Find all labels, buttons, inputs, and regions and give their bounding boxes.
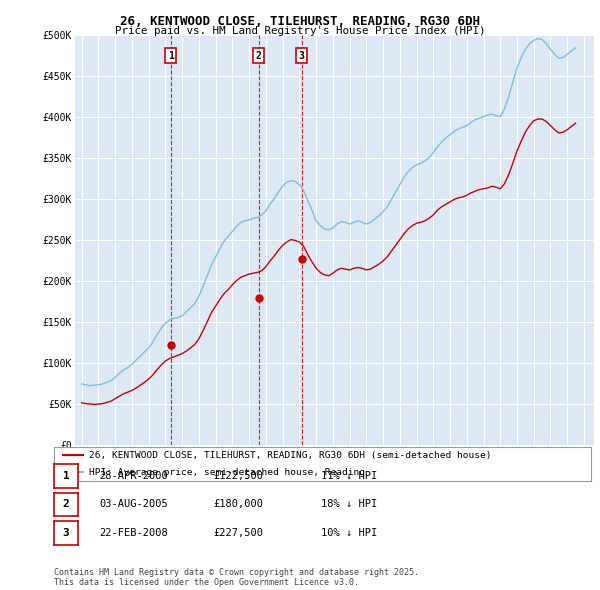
Text: Price paid vs. HM Land Registry's House Price Index (HPI): Price paid vs. HM Land Registry's House …	[115, 26, 485, 36]
Text: 3: 3	[299, 51, 305, 61]
Text: HPI: Average price, semi-detached house, Reading: HPI: Average price, semi-detached house,…	[89, 468, 365, 477]
Text: 11% ↓ HPI: 11% ↓ HPI	[321, 471, 377, 481]
Text: 1: 1	[168, 51, 174, 61]
Text: 1: 1	[62, 471, 70, 481]
Text: 26, KENTWOOD CLOSE, TILEHURST, READING, RG30 6DH: 26, KENTWOOD CLOSE, TILEHURST, READING, …	[120, 15, 480, 28]
Text: 18% ↓ HPI: 18% ↓ HPI	[321, 500, 377, 509]
Text: 2: 2	[256, 51, 262, 61]
Text: 22-FEB-2008: 22-FEB-2008	[99, 528, 168, 537]
Text: £122,500: £122,500	[213, 471, 263, 481]
Text: 26, KENTWOOD CLOSE, TILEHURST, READING, RG30 6DH (semi-detached house): 26, KENTWOOD CLOSE, TILEHURST, READING, …	[89, 451, 491, 460]
Text: 03-AUG-2005: 03-AUG-2005	[99, 500, 168, 509]
Text: 28-APR-2000: 28-APR-2000	[99, 471, 168, 481]
Text: 2: 2	[62, 500, 70, 509]
Text: Contains HM Land Registry data © Crown copyright and database right 2025.
This d: Contains HM Land Registry data © Crown c…	[54, 568, 419, 587]
Text: 10% ↓ HPI: 10% ↓ HPI	[321, 528, 377, 537]
Text: 3: 3	[62, 528, 70, 537]
Text: £180,000: £180,000	[213, 500, 263, 509]
Text: £227,500: £227,500	[213, 528, 263, 537]
